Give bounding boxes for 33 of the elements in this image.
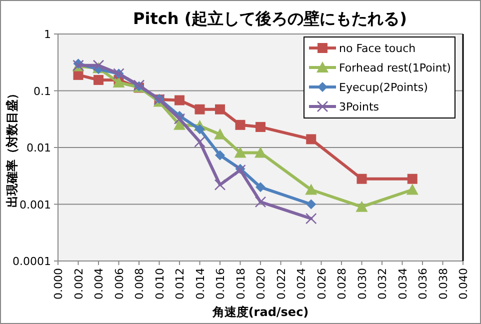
legend-label: Forhead rest(1Point) [339,62,451,74]
x-tick-label: 0.018 [234,268,248,300]
y-tick-label: 1 [44,28,51,41]
x-tick-label: 0.022 [274,268,288,300]
x-tick-label: 0.028 [336,268,348,300]
x-tick-label: 0.032 [376,268,389,300]
x-tick-label: 0.000 [52,268,65,300]
legend-label: no Face touch [339,42,416,55]
y-tick-label: 0.0001 [12,255,51,268]
x-tick-label: 0.012 [174,268,186,300]
x-tick-label: 0.024 [295,268,308,300]
x-tick-label: 0.006 [112,268,126,300]
x-tick-label: 0.026 [315,268,328,300]
x-tick-label: 0.008 [133,268,146,300]
x-tick-label: 0.036 [416,268,430,300]
y-tick-label: 0.01 [26,142,51,154]
x-tick-label: 0.004 [92,268,106,300]
x-tick-label: 0.034 [396,268,410,300]
x-tick-label: 0.040 [457,268,470,300]
chart-title: Pitch (起立して後ろの壁にもたれる) [133,9,407,28]
x-tick-label: 0.030 [356,268,369,300]
x-axis-title: 角速度(rad/sec) [211,305,309,319]
x-tick-label: 0.020 [254,268,268,300]
y-tick-label: 0.1 [34,84,51,98]
x-tick-label: 0.014 [194,268,207,300]
legend-label: Eyecup(2Points) [339,81,428,94]
x-tick-label: 0.016 [214,268,227,300]
x-tick-label: 0.038 [436,268,450,300]
legend-label: 3Points [339,100,380,114]
x-tick-label: 0.002 [72,268,86,300]
y-axis-title: 出現確率（対数目盛） [5,88,19,208]
x-tick-label: 0.010 [153,268,166,300]
y-tick-label: 0.001 [20,198,51,212]
